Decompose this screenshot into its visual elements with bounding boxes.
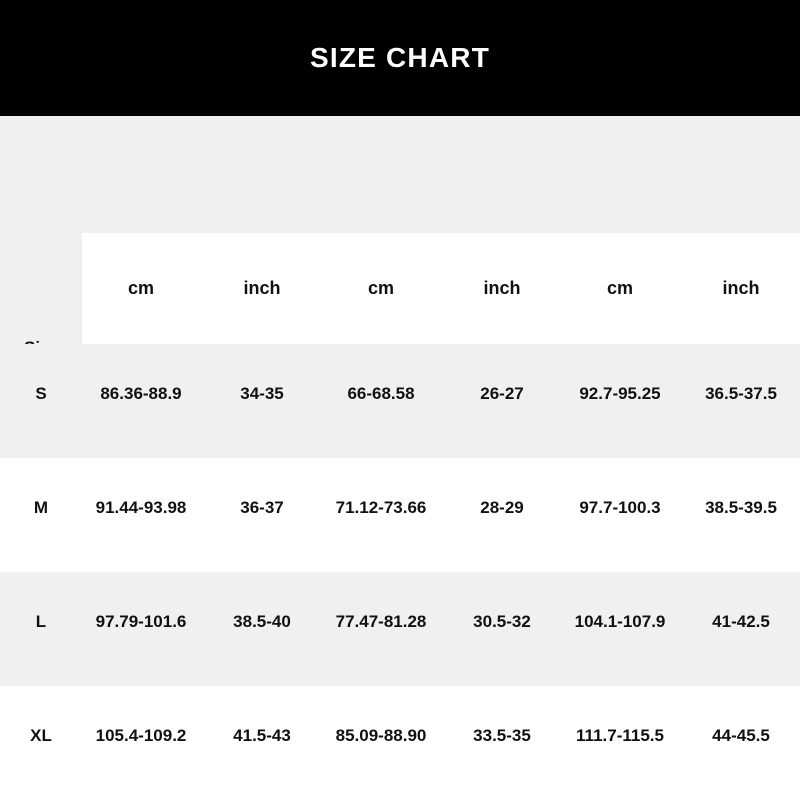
cell-waist-cm: 66-68.58 (347, 384, 415, 403)
cell-bust-cm: 97.79-101.6 (95, 612, 187, 631)
cell-bust-inch: 41.5-43 (233, 726, 291, 745)
unit-header-block: cm inch cm inch cm inch (82, 233, 800, 344)
unit-header-hips-cm: cm (606, 278, 634, 298)
table-row: M 91.44-93.98 36-37 71.12-73.66 28-29 97… (0, 458, 800, 572)
cell-waist-cm: 71.12-73.66 (335, 498, 427, 517)
cell-hips-cm: 97.7-100.3 (579, 498, 661, 517)
cell-bust-inch: 36-37 (240, 498, 284, 517)
cell-waist-inch: 33.5-35 (473, 726, 531, 745)
cell-size: M (33, 498, 49, 517)
cell-waist-inch: 30.5-32 (473, 612, 531, 631)
table-row: XL 105.4-109.2 41.5-43 85.09-88.90 33.5-… (0, 686, 800, 800)
cell-size: L (35, 612, 47, 631)
unit-header-bust-cm: cm (127, 278, 155, 298)
unit-header-waist-cm: cm (367, 278, 395, 298)
cell-hips-cm: 92.7-95.25 (579, 384, 661, 403)
table-row: S 86.36-88.9 34-35 66-68.58 26-27 92.7-9… (0, 344, 800, 458)
cell-hips-cm: 111.7-115.5 (576, 726, 664, 745)
unit-header-hips-inch: inch (722, 278, 760, 298)
cell-waist-inch: 28-29 (480, 498, 524, 517)
cell-hips-inch: 41-42.5 (712, 612, 770, 631)
cell-bust-inch: 38.5-40 (233, 612, 291, 631)
page-title: SIZE CHART (310, 42, 490, 73)
unit-header-bust-inch: inch (243, 278, 281, 298)
cell-size: XL (30, 726, 52, 745)
cell-waist-cm: 85.09-88.90 (335, 726, 427, 745)
cell-hips-inch: 44-45.5 (712, 726, 770, 745)
chart-title-bar: SIZE CHART (0, 0, 800, 116)
cell-bust-cm: 91.44-93.98 (95, 498, 187, 517)
size-table-body: S 86.36-88.9 34-35 66-68.58 26-27 92.7-9… (0, 344, 800, 800)
cell-bust-cm: 86.36-88.9 (100, 384, 182, 403)
unit-header-waist-inch: inch (483, 278, 521, 298)
cell-waist-cm: 77.47-81.28 (335, 612, 427, 631)
cell-bust-cm: 105.4-109.2 (95, 726, 187, 745)
cell-hips-inch: 38.5-39.5 (705, 498, 777, 517)
table-row: L 97.79-101.6 38.5-40 77.47-81.28 30.5-3… (0, 572, 800, 686)
cell-bust-inch: 34-35 (240, 384, 284, 403)
cell-size: S (35, 384, 47, 403)
cell-hips-inch: 36.5-37.5 (705, 384, 777, 403)
cell-hips-cm: 104.1-107.9 (574, 612, 666, 631)
cell-waist-inch: 26-27 (480, 384, 524, 403)
